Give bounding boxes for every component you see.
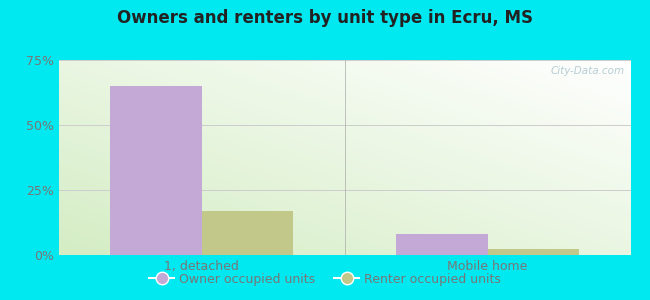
Text: City-Data.com: City-Data.com [551, 66, 625, 76]
Bar [202, 211, 293, 255]
Text: Owners and renters by unit type in Ecru, MS: Owners and renters by unit type in Ecru,… [117, 9, 533, 27]
Legend: Owner occupied units, Renter occupied units: Owner occupied units, Renter occupied un… [144, 268, 506, 291]
Bar [396, 234, 488, 255]
Bar [110, 86, 202, 255]
Bar [488, 248, 579, 255]
